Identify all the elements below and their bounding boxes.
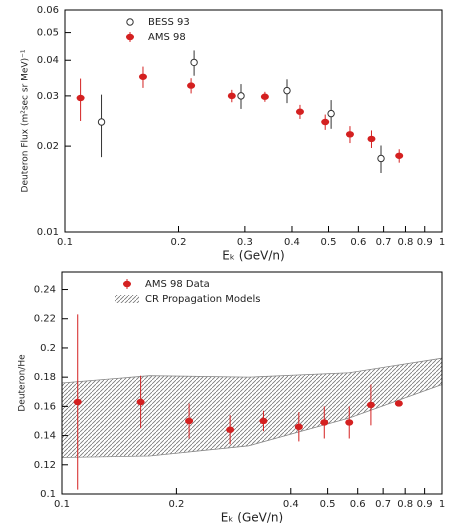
y-tick-label: 0.18 — [34, 372, 56, 383]
y-tick-label: 0.14 — [34, 431, 56, 442]
x-axis-label: Eₖ (GeV/n) — [221, 511, 283, 523]
x-axis-label: Eₖ (GeV/n) — [222, 249, 284, 263]
data-point — [237, 92, 245, 100]
data-point — [327, 109, 335, 118]
legend-label: BESS 93 — [148, 17, 190, 28]
x-tick-label: 0.7 — [375, 499, 391, 510]
band-edge — [61, 384, 443, 458]
legend-label: AMS 98 — [148, 32, 186, 43]
y-tick-label: 0.03 — [37, 91, 59, 102]
x-tick-label: 0.6 — [350, 499, 366, 510]
data-point — [97, 118, 106, 126]
data-point — [259, 417, 268, 425]
data-point — [136, 398, 145, 406]
x-tick-label: 0.1 — [54, 499, 70, 510]
data-point — [138, 73, 147, 80]
model-band — [62, 358, 442, 458]
legend-marker — [123, 280, 131, 288]
data-point — [320, 419, 329, 426]
legend-swatch — [115, 295, 139, 303]
data-point — [321, 118, 330, 126]
x-tick-label: 1 — [439, 237, 445, 248]
x-tick-label: 0.4 — [284, 237, 300, 248]
y-tick-label: 0.02 — [37, 141, 59, 152]
y-tick-label: 0.16 — [34, 401, 56, 412]
data-point — [227, 92, 236, 100]
data-point — [395, 152, 404, 159]
data-point — [283, 86, 291, 95]
y-tick-label: 0.24 — [34, 285, 56, 296]
plot-frame — [64, 9, 443, 233]
data-point — [294, 423, 303, 431]
data-point — [345, 131, 354, 138]
y-axis-label: Deuteron Flux (m²sec sr MeV)⁻¹ — [21, 49, 31, 192]
y-tick-label: 0.06 — [37, 5, 59, 16]
band-edge — [61, 357, 443, 384]
y-tick-label: 0.04 — [37, 55, 59, 66]
y-tick-label: 0.12 — [34, 460, 56, 471]
x-tick-label: 1 — [439, 499, 445, 510]
x-tick-label: 0.8 — [398, 237, 414, 248]
data-point — [345, 419, 354, 426]
data-point — [367, 135, 376, 143]
data-point — [226, 426, 235, 433]
y-tick-label: 0.1 — [40, 489, 56, 500]
data-point — [190, 58, 198, 67]
legend-marker — [126, 18, 134, 26]
legend-label: CR Propagation Models — [145, 294, 261, 305]
x-tick-label: 0.5 — [320, 499, 336, 510]
legend-label: AMS 98 Data — [145, 279, 210, 290]
data-point — [73, 398, 82, 406]
data-point — [260, 93, 269, 100]
data-point — [377, 154, 385, 163]
x-tick-label: 0.1 — [57, 237, 73, 248]
x-tick-label: 0.3 — [237, 237, 253, 248]
y-tick-label: 0.01 — [37, 227, 59, 238]
x-tick-label: 0.2 — [171, 237, 187, 248]
data-point — [295, 108, 304, 115]
x-tick-label: 0.9 — [417, 237, 433, 248]
plot-frame — [61, 271, 443, 495]
x-tick-label: 0.6 — [350, 237, 366, 248]
data-point — [187, 82, 196, 89]
x-tick-label: 0.7 — [376, 237, 392, 248]
y-tick-label: 0.2 — [40, 343, 56, 354]
x-tick-label: 0.4 — [283, 499, 299, 510]
data-point — [366, 401, 375, 409]
data-point — [76, 94, 85, 102]
x-tick-label: 0.2 — [168, 499, 184, 510]
y-axis-label: Deuteron/He — [18, 354, 28, 412]
x-tick-label: 0.8 — [397, 499, 413, 510]
x-tick-label: 0.9 — [417, 499, 433, 510]
data-point — [394, 400, 403, 407]
y-tick-label: 0.22 — [34, 314, 56, 325]
data-point — [185, 417, 194, 425]
x-tick-label: 0.5 — [321, 237, 337, 248]
y-tick-label: 0.05 — [37, 28, 59, 39]
legend-marker — [126, 33, 134, 41]
